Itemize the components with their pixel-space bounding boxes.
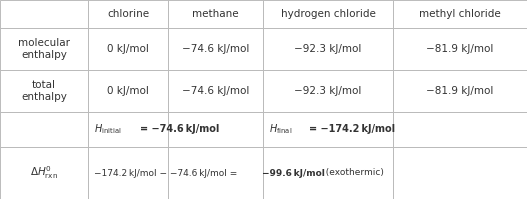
Bar — [393, 70, 527, 112]
Bar — [393, 112, 527, 147]
Text: 0 kJ/mol: 0 kJ/mol — [107, 44, 149, 54]
Bar — [168, 0, 263, 28]
Text: $H_\mathrm{final}$: $H_\mathrm{final}$ — [269, 123, 292, 136]
Bar — [0, 112, 88, 147]
Bar — [263, 28, 393, 70]
Bar — [393, 28, 527, 70]
Bar — [168, 112, 263, 147]
Bar — [0, 70, 88, 112]
Text: $\Delta H^0_\mathrm{rxn}$: $\Delta H^0_\mathrm{rxn}$ — [30, 165, 58, 181]
Bar — [88, 147, 168, 199]
Bar — [88, 0, 168, 28]
Bar — [263, 147, 393, 199]
Text: −92.3 kJ/mol: −92.3 kJ/mol — [294, 86, 362, 96]
Text: −174.2 kJ/mol − −74.6 kJ/mol =: −174.2 kJ/mol − −74.6 kJ/mol = — [94, 169, 240, 178]
Text: 0 kJ/mol: 0 kJ/mol — [107, 86, 149, 96]
Bar — [168, 28, 263, 70]
Bar — [168, 70, 263, 112]
Text: = −74.6 kJ/mol: = −74.6 kJ/mol — [140, 125, 219, 135]
Text: −92.3 kJ/mol: −92.3 kJ/mol — [294, 44, 362, 54]
Bar — [0, 28, 88, 70]
Text: total
enthalpy: total enthalpy — [21, 80, 67, 102]
Text: −74.6 kJ/mol: −74.6 kJ/mol — [182, 86, 249, 96]
Text: methyl chloride: methyl chloride — [419, 9, 501, 19]
Text: = −174.2 kJ/mol: = −174.2 kJ/mol — [309, 125, 395, 135]
Text: molecular
enthalpy: molecular enthalpy — [18, 38, 70, 60]
Text: $H_\mathrm{initial}$: $H_\mathrm{initial}$ — [94, 123, 121, 136]
Bar — [88, 112, 168, 147]
Text: (exothermic): (exothermic) — [324, 169, 384, 178]
Bar — [88, 70, 168, 112]
Bar — [393, 147, 527, 199]
Text: −99.6 kJ/mol: −99.6 kJ/mol — [262, 169, 325, 178]
Bar — [263, 0, 393, 28]
Bar — [0, 0, 88, 28]
Text: −81.9 kJ/mol: −81.9 kJ/mol — [426, 86, 494, 96]
Text: hydrogen chloride: hydrogen chloride — [280, 9, 375, 19]
Bar — [88, 28, 168, 70]
Bar — [168, 147, 263, 199]
Text: −81.9 kJ/mol: −81.9 kJ/mol — [426, 44, 494, 54]
Text: methane: methane — [192, 9, 239, 19]
Text: −74.6 kJ/mol: −74.6 kJ/mol — [182, 44, 249, 54]
Bar — [393, 0, 527, 28]
Text: chlorine: chlorine — [107, 9, 149, 19]
Bar — [0, 147, 88, 199]
Bar — [263, 70, 393, 112]
Bar — [263, 112, 393, 147]
